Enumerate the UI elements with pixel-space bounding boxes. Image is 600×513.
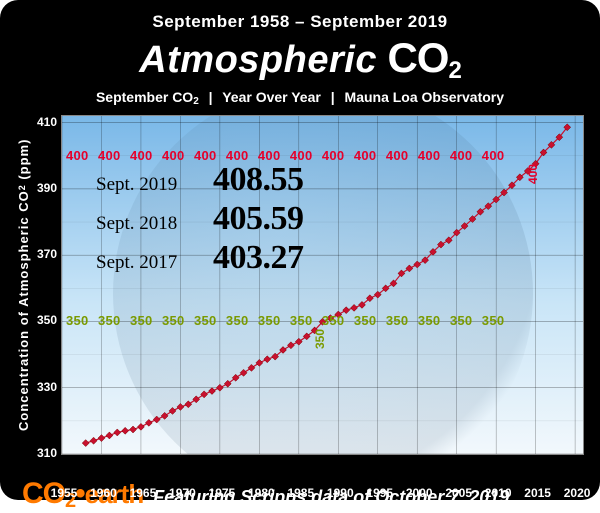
ref-crossing-400: 400 [526,164,540,184]
x-tick: 2005 [445,486,472,500]
title-chem: CO2 [387,34,460,81]
callouts: Sept. 2019 408.55 Sept. 2018 405.59 Sept… [96,160,304,277]
callout-2019: Sept. 2019 408.55 [96,160,304,199]
y-tick: 350 [37,313,57,327]
callout-2018: Sept. 2018 405.59 [96,199,304,238]
x-tick: 1985 [287,486,314,500]
x-tick: 1960 [90,486,117,500]
chart: Concentration of Atmospheric CO2 (ppm) 3… [16,115,584,455]
y-tick: 330 [37,380,57,394]
x-tick: 1965 [130,486,157,500]
title: Atmospheric CO2 [16,34,584,85]
ref-crossing-350: 350 [313,329,327,349]
x-tick: 1955 [51,486,78,500]
x-tick: 2000 [406,486,433,500]
x-axis: 1955196019651970197519801985199019952000… [64,482,600,502]
y-axis-label: Concentration of Atmospheric CO2 (ppm) [16,115,31,455]
infographic-frame: September 1958 – September 2019 Atmosphe… [0,0,600,500]
plot-area: 4004004004004004004004004004004004004004… [61,115,584,455]
y-tick: 310 [37,446,57,460]
x-tick: 1975 [209,486,236,500]
x-tick: 1995 [366,486,393,500]
x-tick: 1980 [248,486,275,500]
x-tick: 1970 [169,486,196,500]
callout-2017: Sept. 2017 403.27 [96,238,304,277]
date-range: September 1958 – September 2019 [16,12,584,32]
x-tick: 2015 [524,486,551,500]
y-tick: 370 [37,247,57,261]
y-tick: 390 [37,181,57,195]
x-tick: 2010 [485,486,512,500]
x-tick: 2020 [564,486,591,500]
subtitle: September CO2 | Year Over Year | Mauna L… [16,89,584,107]
y-axis: 310330350370390410 [31,115,61,455]
ref-350-labels: 3503503503503503503503503503503503503503… [66,313,504,328]
title-word: Atmospheric [139,39,377,81]
x-tick: 1990 [327,486,354,500]
y-tick: 410 [37,115,57,129]
